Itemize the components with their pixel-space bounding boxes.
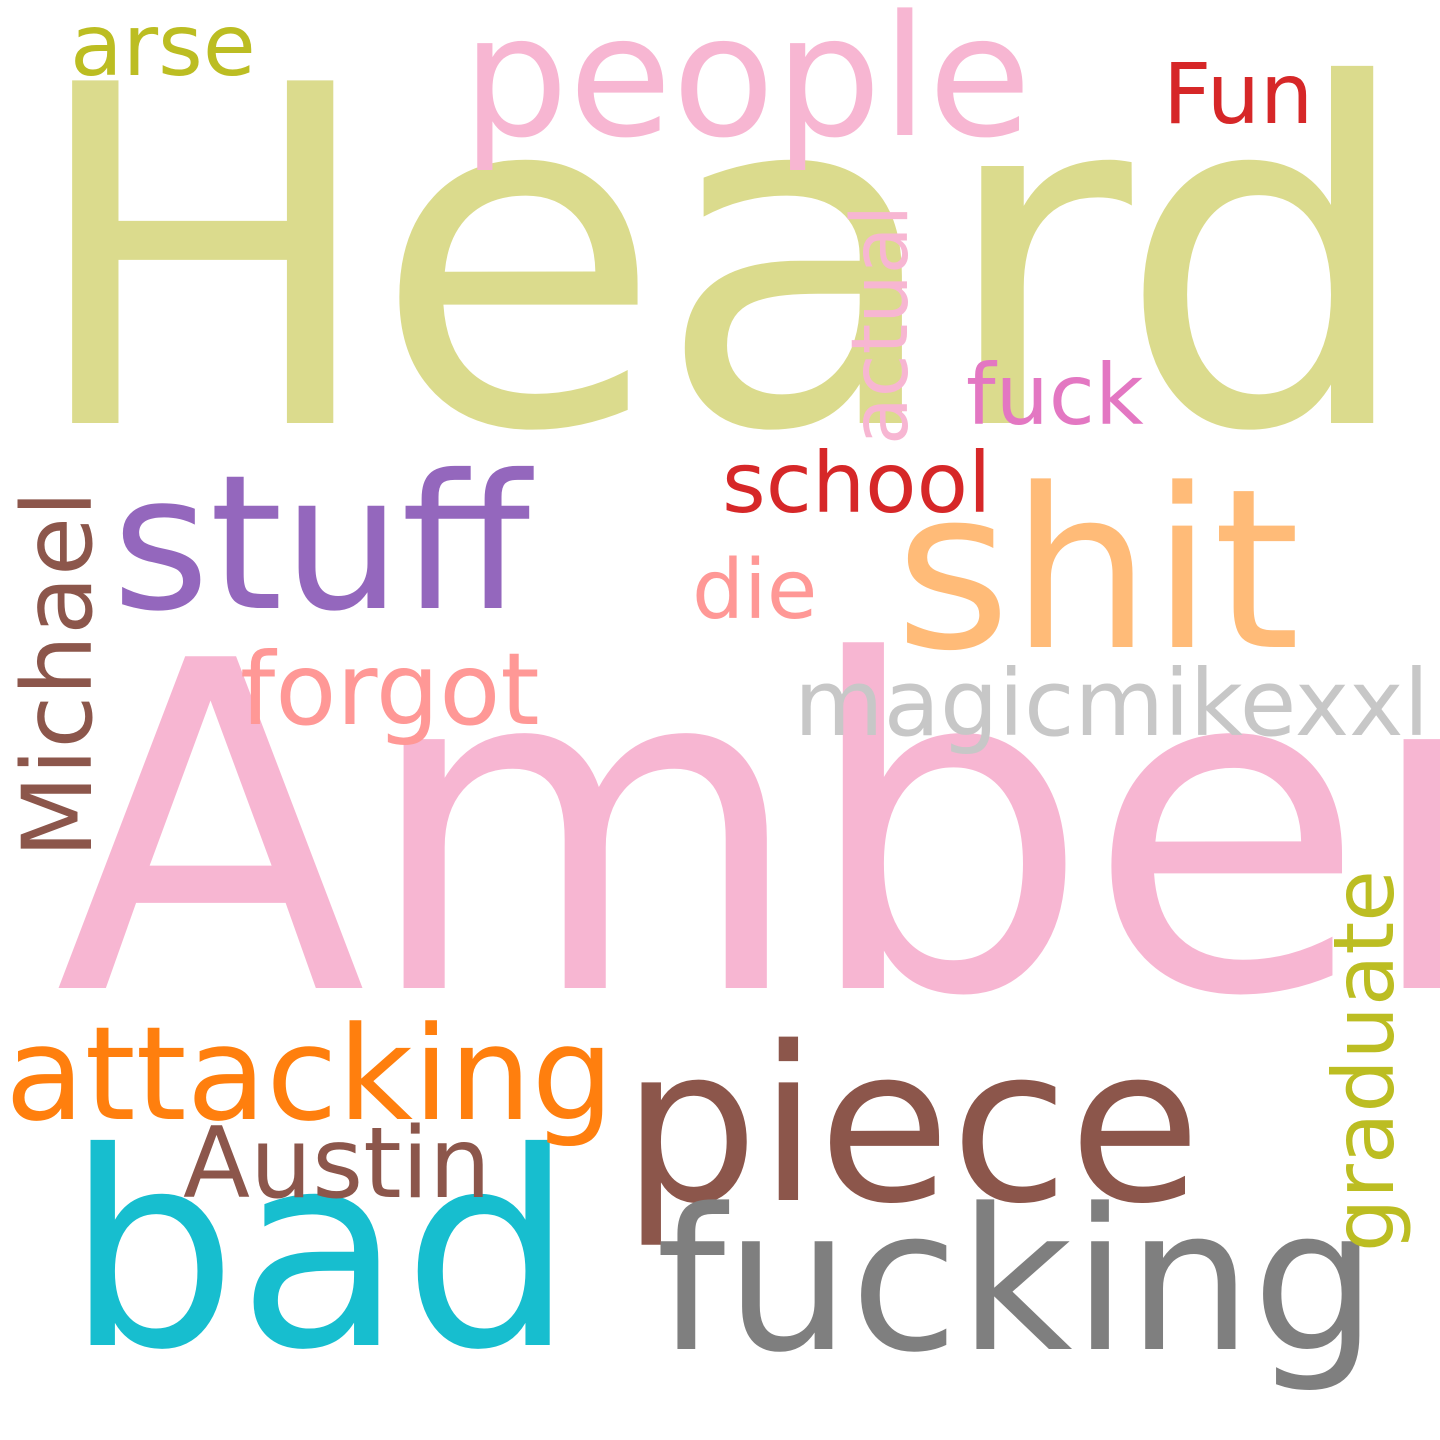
word-arse: arse xyxy=(70,0,256,96)
word-graduate: graduate xyxy=(1315,870,1413,1252)
word-attacking: attacking xyxy=(5,998,615,1150)
word-bad: bad xyxy=(66,1094,575,1409)
word-michael: Michael xyxy=(2,490,114,858)
word-stuff: stuff xyxy=(112,435,531,653)
word-forgot: forgot xyxy=(240,631,540,748)
word-school: school xyxy=(722,434,992,532)
word-people: people xyxy=(462,0,1032,175)
word-amber: Amber xyxy=(55,567,1440,1096)
word-die: die xyxy=(692,543,818,638)
word-heard: Heard xyxy=(26,0,1416,534)
word-fuck: fuck xyxy=(966,346,1144,444)
word-piece: piece xyxy=(622,1000,1201,1251)
word-magicmikexxl: magicmikexxl xyxy=(794,650,1430,757)
word-fun: Fun xyxy=(1163,45,1314,143)
word-fucking: fucking xyxy=(656,1167,1378,1396)
word-shit: shit xyxy=(895,442,1301,700)
word-actual: actual xyxy=(836,204,926,445)
word-austin: Austin xyxy=(183,1107,491,1221)
